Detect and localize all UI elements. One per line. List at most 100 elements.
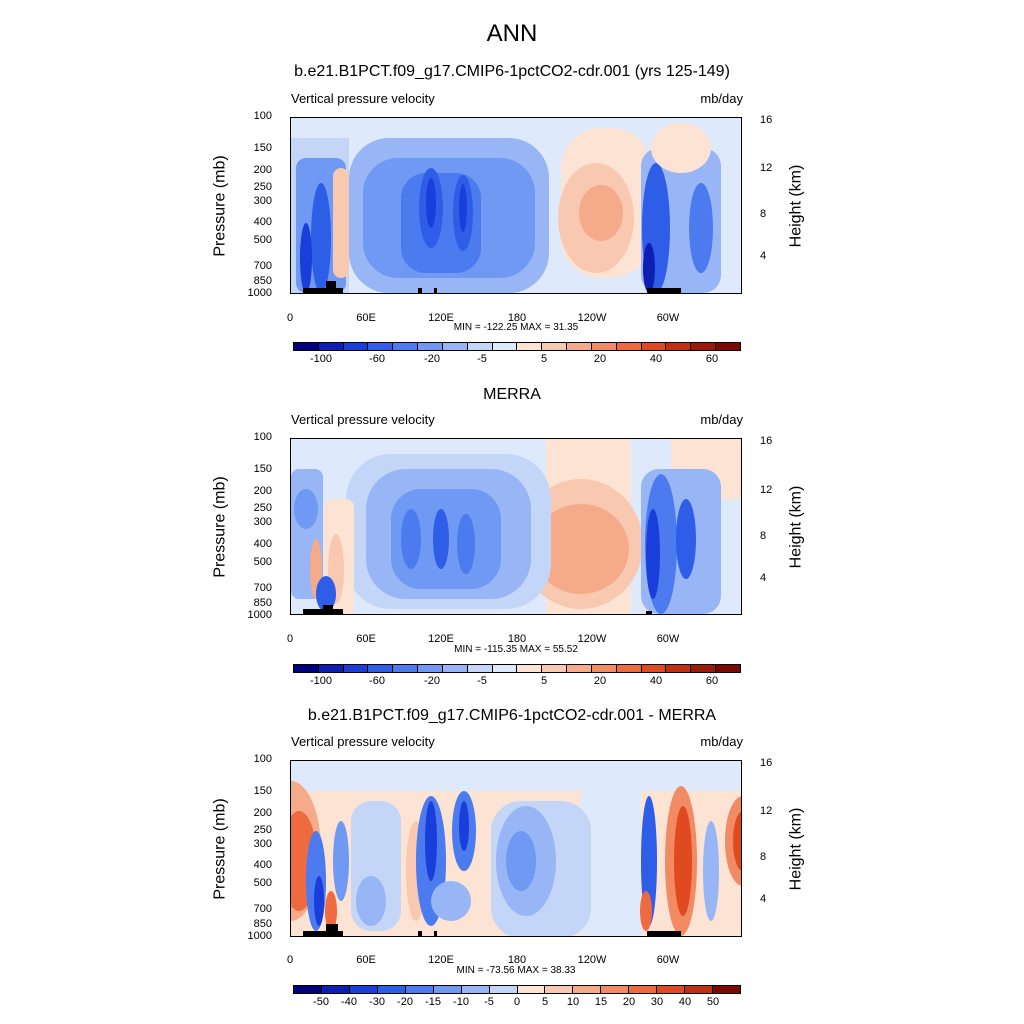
colorbar-label: 40 (649, 353, 663, 365)
ytick: 1000 (247, 930, 272, 942)
xtick: 0 (286, 954, 294, 966)
colorbar-label: -50 (313, 996, 329, 1008)
xtick: 0 (286, 633, 294, 645)
ytick: 700 (253, 260, 272, 272)
y-axis-label: Pressure (mb) (211, 798, 229, 900)
ytick: 250 (253, 824, 272, 836)
colorbar-label: 10 (566, 996, 580, 1008)
xtick: 120E (428, 954, 454, 966)
y-axis-label: Pressure (mb) (211, 155, 229, 257)
min-max-readout: MIN = -73.56 MAX = 38.33 (456, 965, 576, 976)
min-max-readout: MIN = -115.35 MAX = 55.52 (454, 644, 578, 655)
panel-title: MERRA (483, 386, 541, 403)
colorbar-label: -20 (424, 675, 440, 687)
colorbar-label: 5 (541, 996, 549, 1008)
colorbar (293, 985, 741, 994)
rtick: 16 (760, 114, 773, 126)
colorbar-label: -20 (397, 996, 413, 1008)
xtick: 120W (577, 312, 607, 324)
ytick: 100 (253, 431, 272, 443)
contour-plot (290, 117, 742, 294)
colorbar-label: -30 (369, 996, 385, 1008)
colorbar-label: -60 (369, 353, 385, 365)
y-axis-label: Pressure (mb) (211, 476, 229, 578)
ytick: 200 (253, 807, 272, 819)
ytick: 250 (253, 181, 272, 193)
xtick: 60E (356, 954, 376, 966)
contour-field (291, 439, 741, 614)
ytick: 500 (253, 556, 272, 568)
xtick: 60E (356, 633, 376, 645)
colorbar-label: 50 (706, 996, 720, 1008)
rtick: 8 (760, 208, 767, 220)
panel-units: mb/day (700, 412, 743, 427)
colorbar (293, 664, 741, 673)
ytick: 100 (253, 110, 272, 122)
rtick: 4 (760, 893, 767, 905)
contour-plot (290, 760, 742, 937)
xtick: 180 (507, 954, 527, 966)
xtick: 120E (428, 312, 454, 324)
colorbar-label: 5 (540, 675, 548, 687)
xtick: 60W (656, 954, 680, 966)
rtick: 12 (760, 484, 773, 496)
rtick: 8 (760, 851, 767, 863)
ytick: 150 (253, 463, 272, 475)
ytick: 100 (253, 753, 272, 765)
contour-field (291, 761, 741, 936)
rtick: 16 (760, 435, 773, 447)
ytick: 700 (253, 582, 272, 594)
xtick: 120E (428, 633, 454, 645)
colorbar-label: 5 (540, 353, 548, 365)
ytick: 150 (253, 785, 272, 797)
colorbar (293, 342, 741, 351)
xtick: 60E (356, 312, 376, 324)
colorbar-label: 40 (678, 996, 692, 1008)
xtick: 60W (656, 633, 680, 645)
ytick: 1000 (247, 609, 272, 621)
min-max-readout: MIN = -122.25 MAX = 31.35 (453, 322, 579, 333)
colorbar-label: 20 (593, 353, 607, 365)
colorbar-label: -100 (309, 353, 333, 365)
rtick: 12 (760, 805, 773, 817)
panel-left-label: Vertical pressure velocity (291, 412, 435, 427)
xtick: 180 (507, 633, 527, 645)
panel-title: b.e21.B1PCT.f09_g17.CMIP6-1pctCO2-cdr.00… (294, 63, 730, 80)
ytick: 850 (253, 275, 272, 287)
rtick: 4 (760, 250, 767, 262)
panel-units: mb/day (700, 91, 743, 106)
colorbar-label: -10 (453, 996, 469, 1008)
xtick: 0 (286, 312, 294, 324)
panel-units: mb/day (700, 734, 743, 749)
ytick: 400 (253, 538, 272, 550)
colorbar-label: -60 (369, 675, 385, 687)
colorbar-label: 20 (622, 996, 636, 1008)
ytick: 850 (253, 597, 272, 609)
xtick: 120W (577, 954, 607, 966)
ytick: 300 (253, 516, 272, 528)
rtick: 8 (760, 530, 767, 542)
contour-field (291, 118, 741, 293)
ytick: 850 (253, 918, 272, 930)
ytick: 300 (253, 195, 272, 207)
y2-axis-label: Height (km) (787, 485, 805, 569)
panel-title: b.e21.B1PCT.f09_g17.CMIP6-1pctCO2-cdr.00… (307, 707, 717, 724)
figure-title: ANN (486, 20, 538, 47)
colorbar-label: 20 (593, 675, 607, 687)
colorbar-label: -40 (341, 996, 357, 1008)
ytick: 150 (253, 142, 272, 154)
colorbar-label: -5 (477, 353, 487, 365)
y2-axis-label: Height (km) (787, 807, 805, 891)
colorbar-label: 0 (513, 996, 521, 1008)
ytick: 200 (253, 485, 272, 497)
colorbar-label: -100 (309, 675, 333, 687)
panel-left-label: Vertical pressure velocity (291, 91, 435, 106)
xtick: 120W (577, 633, 607, 645)
contour-plot (290, 438, 742, 615)
rtick: 4 (760, 572, 767, 584)
xtick: 180 (507, 312, 527, 324)
rtick: 12 (760, 162, 773, 174)
xtick: 60W (656, 312, 680, 324)
panel-left-label: Vertical pressure velocity (291, 734, 435, 749)
ytick: 500 (253, 877, 272, 889)
